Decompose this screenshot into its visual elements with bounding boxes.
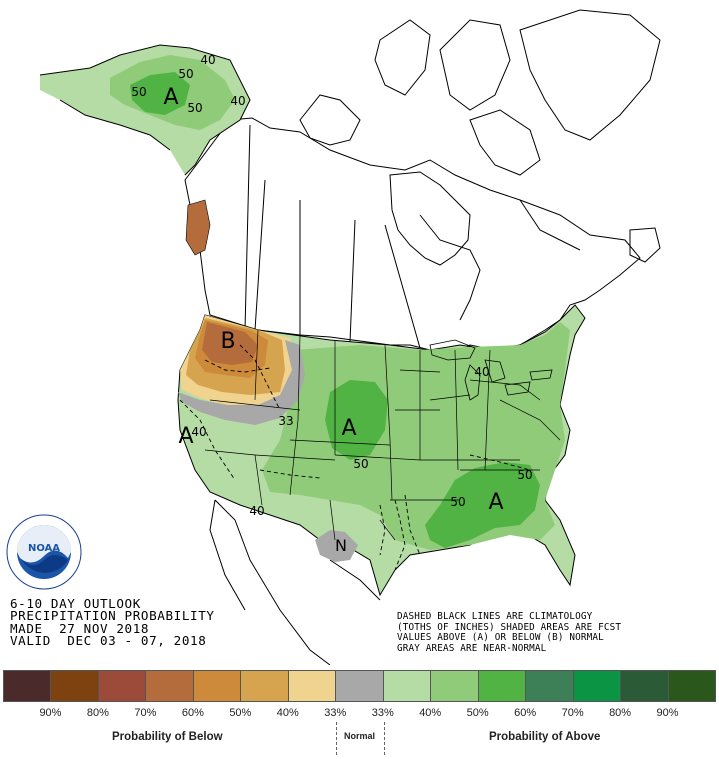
note-line: GRAY AREAS ARE NEAR-NORMAL xyxy=(397,642,547,654)
legend-tick-label: 80% xyxy=(86,707,109,719)
legend-tick-label: 90% xyxy=(656,707,679,719)
contour-label: 50 xyxy=(131,85,146,99)
nw-near-normal xyxy=(178,340,305,425)
legend-swatch xyxy=(97,670,147,702)
contour-label: 50 xyxy=(187,101,202,115)
legend-swatch xyxy=(477,670,527,702)
legend-swatch xyxy=(3,670,52,702)
legend-swatch xyxy=(287,670,337,702)
legend-above-label: Probability of Above xyxy=(489,731,601,743)
legend-tick-label: 60% xyxy=(181,707,204,719)
legend-normal-label: Normal xyxy=(344,731,376,741)
contour-label: 40 xyxy=(249,504,264,518)
legend-tick-label: 50% xyxy=(229,707,252,719)
arctic-islands-3 xyxy=(439,19,511,111)
legend-divider-right xyxy=(384,722,385,755)
legend-tick-label: 90% xyxy=(39,707,62,719)
contour-label: 50 xyxy=(353,457,368,471)
plains-above-50 xyxy=(325,380,388,460)
label-nw-below: B xyxy=(220,329,235,354)
contour-label: 40 xyxy=(191,425,206,439)
legend-tick-label: 80% xyxy=(609,707,632,719)
canada-provinces xyxy=(244,124,581,349)
label-alaska-above: A xyxy=(163,85,178,110)
legend-tick-label: 33% xyxy=(371,707,394,719)
legend-swatch xyxy=(145,670,194,702)
outlook-map: A B A A A N 40 50 50 50 40 33 40 50 40 5… xyxy=(39,9,661,665)
legend-swatch xyxy=(667,670,717,702)
contour-label: 33 xyxy=(278,414,293,428)
label-plains-above: A xyxy=(341,416,356,441)
legend-swatch xyxy=(192,670,242,702)
alaska-above-50 xyxy=(130,72,190,115)
state-borders xyxy=(204,329,561,541)
legend-tick-label: 70% xyxy=(561,707,584,719)
arctic-islands-1 xyxy=(299,94,361,146)
contour-label: 50 xyxy=(450,495,465,509)
legend-tick-label: 40% xyxy=(419,707,442,719)
note-line: VALUES ABOVE (A) OR BELOW (B) NORMAL xyxy=(397,632,604,644)
legend-tick-label: 50% xyxy=(466,707,489,719)
legend-swatch xyxy=(620,670,669,702)
great-lakes xyxy=(429,339,553,401)
noaa-logo-icon: NOAA xyxy=(6,514,82,590)
baffin xyxy=(469,109,541,176)
contour-label: 50 xyxy=(517,468,532,482)
contour-label: 40 xyxy=(474,365,489,379)
label-ca-above: A xyxy=(178,424,193,449)
contour-label: 40 xyxy=(200,53,215,67)
note-line: DASHED BLACK LINES ARE CLIMATOLOGY xyxy=(397,611,593,622)
contour-label: 50 xyxy=(178,67,193,81)
label-se-above: A xyxy=(488,490,503,515)
greenland xyxy=(519,9,661,141)
info-line: PRECIPITATION PROBABILITY xyxy=(10,608,215,624)
legend-tick-label: 70% xyxy=(134,707,157,719)
legend-below-label: Probability of Below xyxy=(112,731,223,743)
newfoundland xyxy=(629,227,661,263)
legend-swatch xyxy=(240,670,289,702)
legend-tick-label: 33% xyxy=(324,707,347,719)
bc-coast-below xyxy=(185,199,211,256)
legend-tick-label: 60% xyxy=(514,707,537,719)
nw-below-60 xyxy=(202,322,258,365)
sw-near-normal xyxy=(315,530,358,562)
se-above-50 xyxy=(425,462,540,548)
info-line: 6-10 DAY OUTLOOK xyxy=(10,596,141,611)
legend-swatch xyxy=(382,670,432,702)
climatology-lines xyxy=(179,344,531,571)
hudson-bay xyxy=(389,171,471,266)
legend-swatch xyxy=(50,670,99,702)
contour-label: 40 xyxy=(230,94,245,108)
legend-color-bar xyxy=(3,670,717,702)
legend-divider-left xyxy=(336,722,337,755)
legend-swatch xyxy=(572,670,622,702)
outlook-info: 6-10 DAY OUTLOOK PRECIPITATION PROBABILI… xyxy=(10,596,215,648)
legend-tick-label: 40% xyxy=(276,707,299,719)
climatology-note: DASHED BLACK LINES ARE CLIMATOLOGY (TOTH… xyxy=(397,611,622,654)
legend-swatch xyxy=(430,670,479,702)
info-line: MADE 27 NOV 2018 xyxy=(10,620,150,636)
info-line: VALID DEC 03 - 07, 2018 xyxy=(10,632,207,648)
alaska xyxy=(39,44,251,176)
mexico-outline xyxy=(209,499,381,665)
legend-swatch xyxy=(335,670,384,702)
legend-swatch xyxy=(525,670,574,702)
arctic-islands-2 xyxy=(374,19,431,96)
legend-ticks: 90% 80% 70% 60% 50% 40% 33% 33% 40% 50% 60% 70% 80% 9… xyxy=(27,707,692,719)
note-line: (TOTHS OF INCHES) SHADED AREAS ARE FCST xyxy=(397,621,622,633)
label-sw-normal: N xyxy=(335,536,347,555)
noaa-logo-text: NOAA xyxy=(28,543,60,554)
